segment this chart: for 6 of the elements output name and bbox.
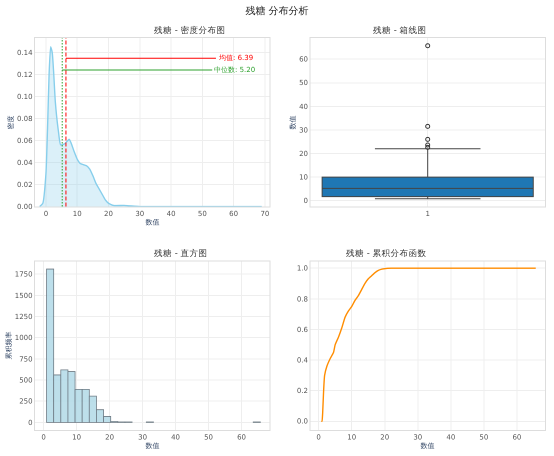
- chart-title: 残糖 - 箱线图: [373, 25, 426, 36]
- text: 残糖 分布分析: [245, 4, 309, 17]
- line-series: [320, 267, 536, 422]
- chart-title: 残糖 - 累积分布函数: [346, 248, 426, 259]
- chart-title: 残糖 - 密度分布图: [154, 25, 226, 36]
- chart-title: 残糖 - 直方图: [154, 248, 208, 259]
